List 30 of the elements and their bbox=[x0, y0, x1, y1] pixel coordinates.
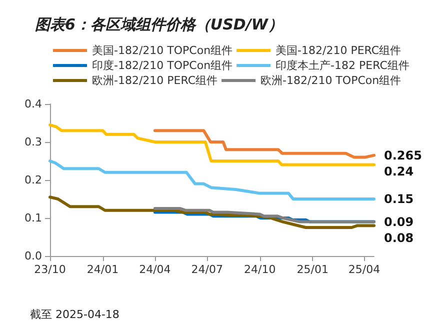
y-tick-label: 0.4 bbox=[24, 98, 42, 110]
x-tick-label: 24/07 bbox=[191, 263, 223, 276]
line-series bbox=[48, 160, 376, 200]
line-series bbox=[153, 207, 376, 224]
y-tick-label: 0.0 bbox=[24, 250, 42, 262]
legend-label: 印度本土产-182 PERC组件 bbox=[276, 59, 410, 72]
annotation: 0.265 bbox=[384, 148, 422, 162]
line-series bbox=[153, 129, 376, 159]
legend-label: 美国-182/210 TOPCon组件 bbox=[92, 44, 233, 57]
annotation: 0.15 bbox=[384, 192, 414, 206]
text: 截至 2025-04-18 bbox=[30, 308, 120, 321]
x-tick-label: 24/04 bbox=[139, 263, 171, 276]
x-tick-label: 23/10 bbox=[34, 263, 66, 276]
legend-label: 印度-182/210 TOPCon组件 bbox=[92, 59, 233, 72]
annotation: 0.09 bbox=[384, 214, 414, 229]
chart-title: 图表6：各区域组件价格（USD/W） bbox=[35, 16, 283, 34]
line-series bbox=[48, 196, 376, 229]
x-tick-label: 24/10 bbox=[244, 263, 276, 276]
line-series bbox=[48, 123, 376, 166]
x-tick-label: 25/04 bbox=[348, 263, 380, 276]
x-tick-label: 24/01 bbox=[86, 263, 119, 276]
y-tick-label: 0.1 bbox=[24, 212, 42, 224]
legend-label: 欧洲-182/210 PERC组件 bbox=[92, 74, 218, 87]
annotation: 0.24 bbox=[384, 164, 414, 178]
y-tick-label: 0.2 bbox=[24, 174, 42, 186]
annotation: 0.08 bbox=[384, 230, 414, 245]
y-tick-label: 0.3 bbox=[24, 136, 42, 148]
legend-label: 欧洲-182/210 TOPCon组件 bbox=[260, 74, 402, 87]
x-tick-label: 25/01 bbox=[296, 263, 328, 276]
legend-label: 美国-182/210 PERC组件 bbox=[276, 44, 402, 57]
